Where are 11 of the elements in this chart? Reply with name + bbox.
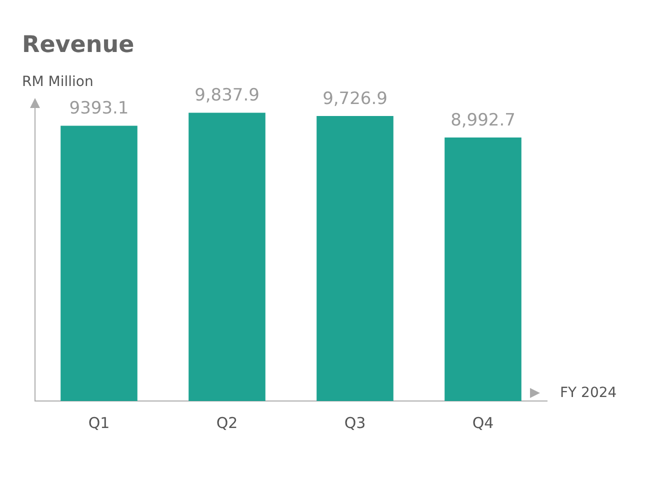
x-tick-label: Q4 — [472, 414, 494, 432]
x-tick-label: Q1 — [88, 414, 110, 432]
chart-title: Revenue — [22, 32, 134, 58]
data-label: 9,726.9 — [322, 88, 388, 109]
data-label: 8,992.7 — [450, 110, 516, 130]
data-label: 9393.1 — [69, 98, 129, 119]
x-tick-label: Q2 — [216, 414, 238, 432]
data-label: 9,837.9 — [194, 86, 260, 106]
x-tick-label: Q3 — [344, 414, 366, 432]
x-axis-title: FY 2024 — [560, 385, 617, 401]
y-axis-title: RM Million — [22, 74, 94, 90]
